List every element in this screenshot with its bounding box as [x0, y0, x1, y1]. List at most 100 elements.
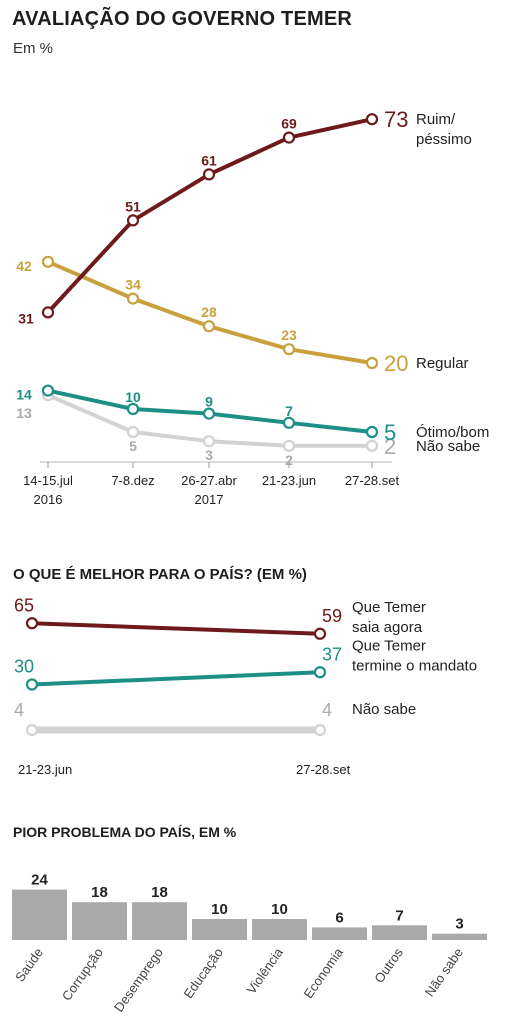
bar	[72, 902, 127, 940]
data-label: 69	[281, 116, 297, 132]
series-name-label: Ótimo/bom	[416, 424, 489, 441]
chart-title: AVALIAÇÃO DO GOVERNO TEMER	[12, 8, 353, 30]
data-point	[282, 343, 296, 356]
data-point	[202, 407, 216, 420]
bar-educacao: 10 Educação	[181, 901, 247, 1001]
bar-value-label: 3	[455, 916, 463, 933]
chart-subtitle: Em %	[13, 40, 54, 57]
x-tick-label: 21-23.jun	[18, 762, 72, 777]
data-point	[365, 439, 379, 452]
data-label: 61	[201, 152, 217, 168]
bar-category-label: Corrupção	[59, 945, 106, 1003]
data-point	[282, 416, 296, 429]
bar-category-label: Violência	[244, 944, 287, 996]
series-name-label: Não sabe	[352, 701, 416, 718]
data-point	[282, 439, 296, 452]
data-point	[202, 168, 216, 181]
data-label-final: 5	[384, 420, 396, 445]
series-name-label: saia agora	[352, 619, 423, 636]
data-label: 10	[125, 389, 141, 405]
x-tick-label: 2016	[34, 492, 63, 507]
bar-value-label: 18	[151, 884, 168, 901]
series-ruim-pessimo: 31 51 61 69 73 Ruim/péssimo	[18, 107, 472, 326]
series-nao-sabe: 13 5 3 2 2 Não sabe	[16, 389, 480, 468]
bar-nao-sabe: 3 Não sabe	[422, 916, 487, 999]
data-label: 23	[281, 327, 297, 343]
bar-category-label: Não sabe	[422, 945, 466, 999]
data-label-end: 37	[322, 644, 342, 664]
data-label: 7	[285, 403, 293, 419]
series-name-label: Que Temer	[352, 599, 426, 616]
data-point	[41, 306, 55, 319]
bar	[192, 919, 247, 940]
series-name-label: Regular	[416, 355, 469, 372]
series-que-temer-saia-agora: 65 59 Que Temer saia agora	[14, 595, 426, 640]
series-nao-sabe: 4 4 Não sabe	[14, 700, 416, 737]
bar	[312, 927, 367, 940]
bar-violencia: 10 Violência	[244, 901, 307, 997]
bar-value-label: 10	[211, 901, 228, 918]
bar-category-label: Educação	[181, 945, 226, 1001]
series-que-temer-termine-o-mandato: 30 37 Que Temer termine o mandato	[14, 637, 477, 691]
series-name-label: Ruim/	[416, 111, 456, 128]
bar	[432, 933, 487, 940]
data-point	[365, 425, 379, 439]
data-label: 28	[201, 304, 217, 320]
series-line-que-temer-termine-o-mandato	[30, 670, 322, 687]
x-tick-label: 26-27.abr	[181, 473, 237, 488]
x-tick-label: 14-15.jul	[23, 473, 73, 488]
data-label: 51	[125, 198, 141, 214]
data-label: 5	[129, 438, 137, 454]
bar-category-label: Saúde	[12, 945, 46, 984]
data-label-start: 30	[14, 657, 34, 677]
data-label: 14	[16, 387, 32, 403]
data-point	[365, 356, 379, 370]
bar-category-label: Desemprego	[111, 945, 166, 1015]
bar-value-label: 18	[91, 884, 108, 901]
worst-problem-bar-chart: 24 Saúde 18 Corrupção 18 Desemprego 10 Educação…	[12, 872, 487, 1015]
best-for-country-line-chart: 4 4 Não sabe 30 37 Que Temer termine o mandato…	[14, 595, 477, 777]
data-label: 2	[285, 452, 293, 468]
data-point	[126, 402, 140, 416]
series-line-que-temer-saia-agora	[30, 621, 322, 636]
data-point	[282, 131, 296, 144]
bar-value-label: 24	[31, 872, 48, 889]
data-point	[365, 113, 379, 126]
data-label: 13	[16, 405, 32, 421]
data-point	[313, 666, 327, 679]
bar	[132, 902, 187, 940]
bar-category-label: Economia	[301, 944, 347, 1001]
data-label: 3	[205, 447, 213, 463]
data-label-end: 59	[322, 606, 342, 626]
data-point	[313, 627, 327, 640]
series-name-label: péssimo	[416, 131, 472, 148]
x-tick-label: 2017	[195, 492, 224, 507]
series-name-label: Não sabe	[416, 438, 480, 455]
data-point	[25, 678, 39, 691]
data-point	[25, 723, 39, 737]
data-label-start: 65	[14, 595, 34, 615]
series-regular: 42 34 28 23 20 Regular	[16, 255, 469, 376]
data-point	[41, 255, 55, 268]
data-point	[25, 617, 39, 630]
data-point	[126, 425, 140, 439]
bar-saude: 24 Saúde	[12, 872, 67, 985]
bar	[252, 919, 307, 940]
bar-category-label: Outros	[371, 945, 406, 986]
data-label-final: 73	[384, 107, 408, 132]
data-label-final: 2	[384, 434, 396, 459]
section-title-melhor: O QUE É MELHOR PARA O PAÍS? (EM %)	[13, 566, 307, 583]
series-otimo-bom: 14 10 9 7 5 Ótimo/bom	[16, 384, 489, 445]
x-tick-label: 21-23.jun	[262, 473, 316, 488]
data-label: 9	[205, 394, 213, 410]
data-point	[41, 384, 55, 397]
data-label: 31	[18, 310, 34, 326]
x-tick-label: 27-28.set	[345, 473, 400, 488]
data-label-start: 4	[14, 700, 24, 720]
data-label: 42	[16, 258, 32, 274]
x-tick-label: 7-8.dez	[111, 473, 154, 488]
bar-value-label: 10	[271, 901, 288, 918]
data-point	[126, 292, 140, 305]
bar-value-label: 6	[335, 909, 343, 926]
series-name-label: termine o mandato	[352, 657, 477, 674]
